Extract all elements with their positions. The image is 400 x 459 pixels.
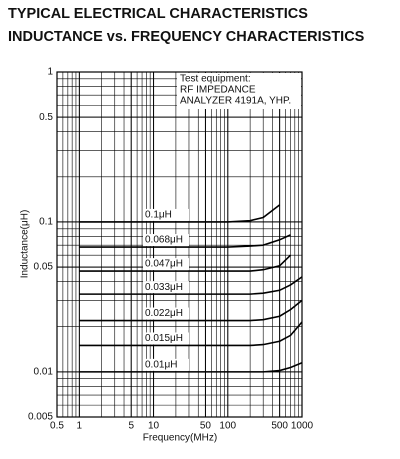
y-tick-label: 0.5 bbox=[39, 112, 53, 123]
y-tick-label: 1 bbox=[47, 67, 53, 78]
annotation: RF IMPEDANCE bbox=[180, 85, 256, 96]
series-label-bg bbox=[143, 208, 189, 221]
series-label-bg bbox=[143, 332, 189, 345]
x-tick-label: 100 bbox=[219, 421, 236, 432]
y-axis-label: Inductance(μH) bbox=[20, 210, 31, 279]
x-tick-label: 50 bbox=[200, 421, 212, 432]
annotation-box bbox=[177, 73, 301, 109]
series-label-bg bbox=[143, 258, 189, 271]
plot-frame bbox=[56, 71, 303, 418]
title-line: TYPICAL ELECTRICAL CHARACTERISTICS bbox=[8, 6, 308, 22]
x-axis-label: Frequency(MHz) bbox=[143, 433, 217, 444]
series-label: 0.015μH bbox=[145, 333, 183, 344]
x-tick-label: 1000 bbox=[291, 421, 314, 432]
series-line bbox=[79, 234, 291, 248]
series-line bbox=[79, 299, 303, 322]
y-tick-label: 0.01 bbox=[34, 367, 54, 378]
series-line bbox=[79, 204, 281, 223]
series-label-bg bbox=[143, 281, 189, 294]
series-line bbox=[79, 321, 303, 347]
annotation: Test equipment: bbox=[180, 74, 251, 85]
series-label: 0.047μH bbox=[145, 259, 183, 270]
y-tick-label: 0.05 bbox=[34, 262, 54, 273]
series-label: 0.1μH bbox=[145, 210, 172, 221]
x-tick-label: 5 bbox=[128, 421, 134, 432]
y-tick-label: 0.005 bbox=[28, 412, 53, 423]
series-line bbox=[79, 276, 303, 295]
y-tick-label: 0.1 bbox=[39, 217, 53, 228]
series-label: 0.01μH bbox=[145, 360, 177, 371]
x-tick-label: 500 bbox=[271, 421, 288, 432]
series-label: 0.033μH bbox=[145, 282, 183, 293]
title-line: INDUCTANCE vs. FREQUENCY CHARACTERISTICS bbox=[8, 29, 365, 45]
series-label: 0.068μH bbox=[145, 235, 183, 246]
series-label-bg bbox=[143, 307, 189, 320]
series-label-bg bbox=[143, 358, 189, 371]
x-tick-label: 10 bbox=[148, 421, 160, 432]
x-tick-label: 1 bbox=[77, 421, 83, 432]
series-label-bg bbox=[143, 234, 189, 247]
series-line bbox=[79, 254, 292, 272]
series-line bbox=[79, 362, 303, 373]
series-label: 0.022μH bbox=[145, 308, 183, 319]
x-tick-label: 0.5 bbox=[50, 421, 64, 432]
annotation: ANALYZER 4191A, YHP. bbox=[180, 96, 291, 107]
